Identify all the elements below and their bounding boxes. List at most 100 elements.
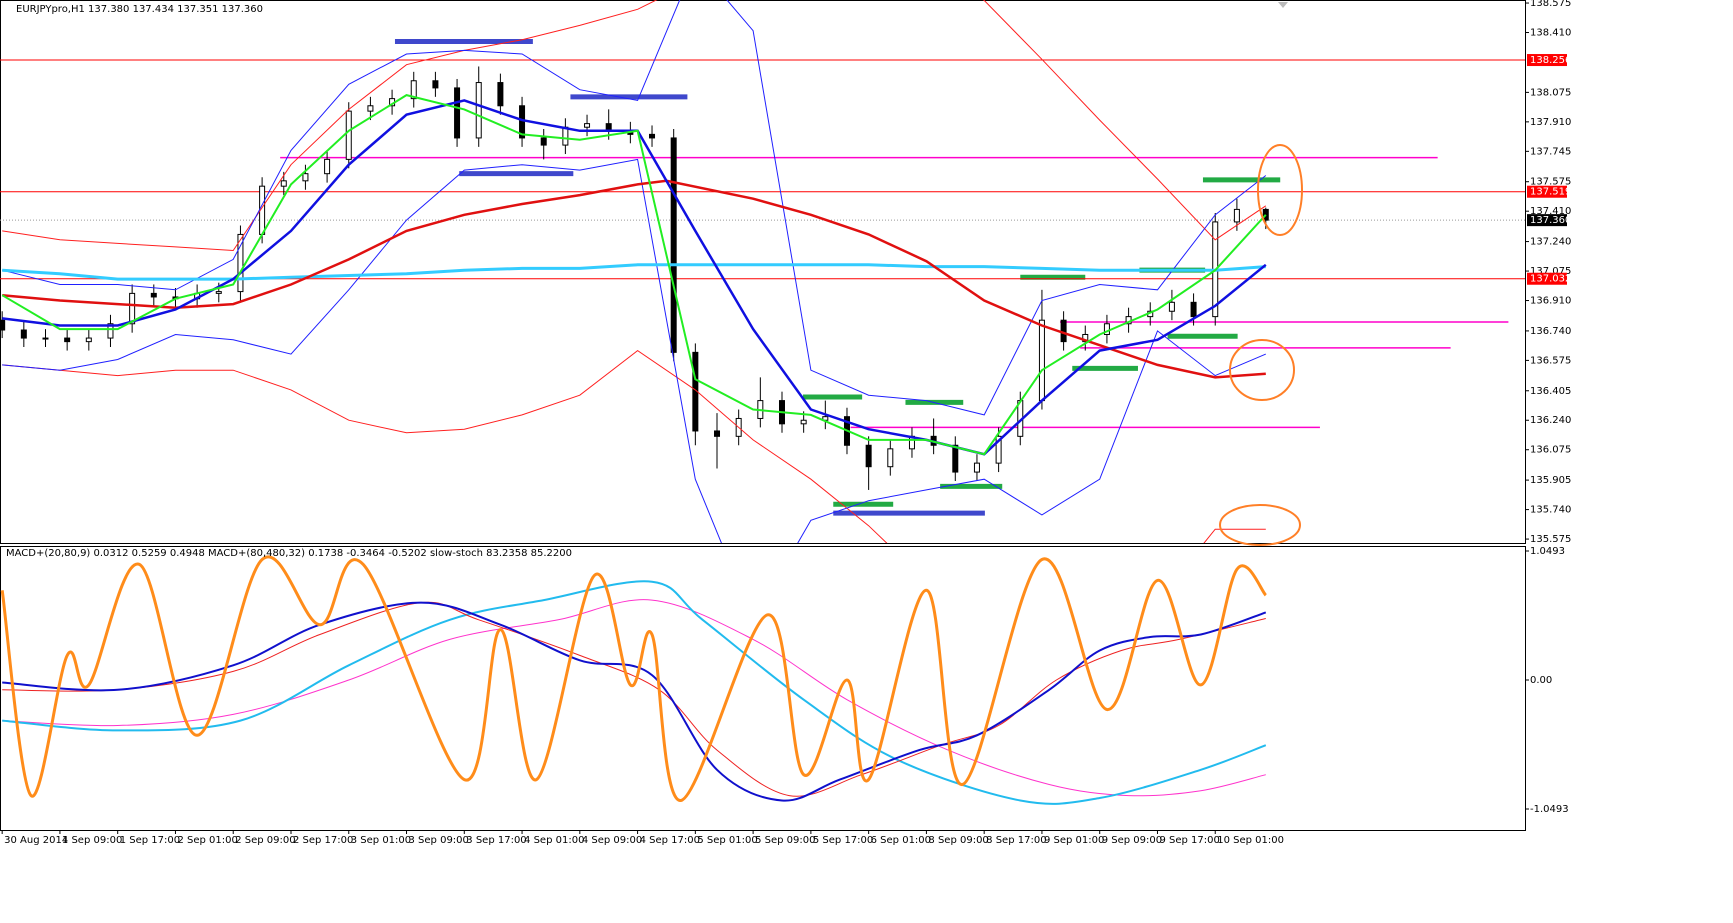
highlight-ellipse [1229, 339, 1295, 401]
x-tick-label: 5 Sep 01:00 [697, 835, 757, 846]
x-tick-label: 5 Sep 09:00 [755, 835, 815, 846]
candle-body [1038, 319, 1045, 402]
candle-body [64, 337, 71, 343]
x-tick-label: 6 Sep 01:00 [871, 835, 931, 846]
candle-body [800, 419, 807, 425]
candle-body [1103, 323, 1110, 335]
candle-body [432, 80, 439, 89]
candle-body [367, 105, 374, 112]
indicator-line [2, 601, 1266, 797]
candle-body [107, 323, 114, 339]
candle-body [649, 133, 656, 139]
y-tick-label: 137.410 [1530, 206, 1571, 217]
price-label-box [1527, 185, 1567, 198]
price-panel [0, 0, 1525, 543]
candle-body [345, 110, 352, 160]
indicator-line [2, 0, 1267, 252]
indicator-title: MACD+(20,80,9) 0.0312 0.5259 0.4948 MACD… [6, 548, 572, 559]
price-label: 137.360 [1530, 215, 1571, 226]
x-tick-label: 3 Sep 17:00 [466, 835, 526, 846]
y-tick-label: 136.910 [1530, 296, 1571, 307]
annotations [1219, 144, 1303, 546]
x-tick-label: 1 Sep 17:00 [120, 835, 180, 846]
candle-body [1168, 301, 1175, 312]
y-tick-label: 136.740 [1530, 326, 1571, 337]
candle-body [302, 173, 309, 182]
x-tick-label: 4 Sep 17:00 [640, 835, 700, 846]
y-tick-label: 0.00 [1530, 675, 1552, 686]
x-tick-label: 5 Sep 17:00 [813, 835, 873, 846]
candle-body [973, 462, 980, 473]
x-tick-label: 8 Sep 17:00 [986, 835, 1046, 846]
candle-body [887, 448, 894, 468]
indicator-line [2, 0, 1267, 416]
y-tick-label: 1.0493 [1530, 546, 1565, 557]
candle-body [1233, 208, 1240, 223]
candle-body [1082, 333, 1089, 343]
scroll-marker [1278, 2, 1288, 8]
candle-body [324, 158, 331, 175]
candle-body [1190, 301, 1197, 318]
price-label-box [1527, 214, 1567, 227]
indicator-line [2, 599, 1266, 797]
candle-body [519, 105, 526, 139]
indicator-line [2, 601, 1267, 802]
x-tick-label: 1 Sep 09:00 [62, 835, 122, 846]
x-tick-label: 4 Sep 09:00 [582, 835, 642, 846]
axes: 138.575 138.410 138.075 137.910 137.745 137.5… [1, 0, 1571, 846]
candle-body [584, 123, 591, 128]
price-label: 138.256 [1530, 55, 1571, 66]
indicator-line [2, 580, 1267, 805]
y-tick-label: 137.240 [1530, 237, 1571, 248]
price-label-box [1527, 272, 1567, 285]
highlight-ellipse [1257, 144, 1303, 236]
y-tick-label: 136.405 [1530, 386, 1571, 397]
indicator-line [2, 179, 1266, 379]
candle-body [475, 82, 482, 139]
y-tick-label: 137.745 [1530, 146, 1571, 157]
y-tick-label: 136.575 [1530, 355, 1571, 366]
x-tick-label: 2 Sep 01:00 [177, 835, 237, 846]
indicator-line [2, 263, 1266, 281]
y-tick-label: -1.0493 [1530, 804, 1569, 815]
x-tick-label: 3 Sep 09:00 [409, 835, 469, 846]
indicator-panel [0, 555, 1267, 805]
candle-body [20, 329, 27, 339]
candle-body [129, 292, 136, 325]
candle-body [1060, 319, 1067, 343]
indicator-line [1, 94, 1267, 456]
indicator-line [0, 555, 1267, 802]
x-tick-label: 2 Sep 09:00 [235, 835, 295, 846]
price-label: 137.032 [1530, 274, 1571, 285]
candle-body [865, 444, 872, 468]
y-tick-label: 138.410 [1530, 28, 1571, 39]
candle-body [952, 444, 959, 473]
y-tick-label: 137.075 [1530, 266, 1571, 277]
price-label: 137.519 [1530, 187, 1571, 198]
candle-body [540, 137, 547, 146]
y-tick-label: 137.910 [1530, 117, 1571, 128]
indicator-line [2, 349, 1266, 543]
x-tick-label: 2 Sep 17:00 [293, 835, 353, 846]
candle-body [85, 337, 92, 343]
candle-body [562, 126, 569, 146]
y-tick-label: 136.075 [1530, 445, 1571, 456]
candle-body [995, 435, 1002, 464]
y-tick-label: 135.575 [1530, 534, 1571, 545]
y-tick-label: 138.575 [1530, 0, 1571, 9]
chart-title: EURJPYpro,H1 137.380 137.434 137.351 137… [16, 4, 263, 15]
candle-body [410, 80, 417, 100]
candle-body [1262, 208, 1269, 221]
x-tick-label: 9 Sep 09:00 [1102, 835, 1162, 846]
y-tick-label: 136.240 [1530, 415, 1571, 426]
main-frame [0, 0, 1526, 544]
candle-body [280, 180, 287, 187]
y-tick-label: 138.075 [1530, 87, 1571, 98]
candle-body [670, 137, 677, 353]
x-tick-label: 10 Sep 01:00 [1217, 835, 1284, 846]
candle-body [714, 430, 721, 437]
x-tick-label: 4 Sep 01:00 [524, 835, 584, 846]
candle-body [42, 337, 49, 340]
indicator-line [2, 158, 1266, 543]
